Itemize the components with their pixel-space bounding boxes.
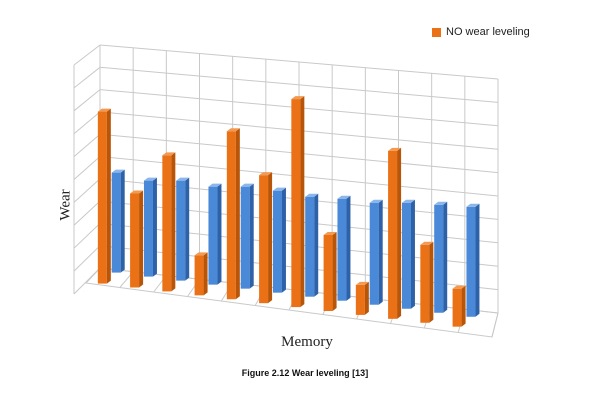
bar-front [241, 187, 250, 289]
sidewall-line [74, 179, 100, 203]
bar-orange [98, 109, 111, 284]
bar-front [337, 199, 346, 301]
bar-orange [420, 242, 433, 323]
bar-side [185, 178, 189, 281]
bar-front [388, 151, 397, 319]
bar-front [305, 197, 314, 297]
sidewall-line [74, 67, 100, 88]
floor-line [492, 313, 498, 337]
bar-orange [453, 286, 466, 327]
bar-side [365, 282, 369, 315]
bar-front [144, 181, 153, 277]
bar-orange [388, 148, 401, 319]
bar-front [466, 207, 475, 317]
bar-side [250, 184, 254, 289]
sidewall-line [74, 246, 100, 271]
bar-front [176, 181, 185, 281]
sidewall-line [74, 112, 100, 134]
bar-blue [434, 202, 447, 313]
bar-front [420, 245, 429, 323]
bar-blue [273, 188, 286, 293]
bar-orange [162, 152, 175, 291]
bar-side [204, 252, 208, 295]
bar-orange [130, 191, 143, 288]
bar-front [434, 205, 443, 313]
bar-side [475, 204, 479, 317]
x-axis-label: Memory [281, 334, 333, 351]
bar-front [162, 155, 171, 291]
bar-front [370, 203, 379, 305]
bar-orange [356, 282, 369, 315]
bar-front [98, 112, 107, 284]
sidewall-line [74, 157, 100, 180]
bar-side [139, 191, 143, 288]
sidewall-line [74, 201, 100, 225]
bar-side [411, 200, 415, 309]
bar-side [107, 109, 111, 284]
bar-front [195, 255, 204, 295]
bar-side [282, 188, 286, 293]
bar-side [314, 194, 318, 297]
sidewall-line [74, 134, 100, 156]
bar-front [291, 99, 300, 307]
bar-side [462, 286, 466, 327]
bar-blue [176, 178, 189, 281]
bar-side [300, 96, 304, 307]
bar-front [112, 173, 121, 273]
bar-blue [305, 194, 318, 297]
bar-front [453, 289, 462, 327]
bar-front [402, 203, 411, 309]
bar-side [379, 200, 383, 305]
bar-blue [208, 184, 221, 285]
bar-blue [370, 200, 383, 305]
y-axis-label: Wear [58, 189, 75, 220]
bar-orange [291, 96, 304, 307]
bar-side [236, 128, 240, 299]
bar-side [121, 170, 125, 273]
bar-side [171, 152, 175, 291]
bar-blue [241, 184, 254, 289]
bar-front [130, 194, 139, 288]
sidewall-line [74, 223, 100, 248]
bar-front [227, 131, 236, 299]
legend-label: NO wear leveling [446, 26, 530, 38]
chart-legend: NO wear leveling [432, 24, 530, 40]
bar-front [324, 235, 333, 311]
bar-orange [195, 252, 208, 295]
bar-orange [259, 172, 272, 303]
bar-side [268, 172, 272, 303]
bar-side [443, 202, 447, 313]
bar-side [217, 184, 221, 285]
bar-front [356, 285, 365, 315]
bar-side [333, 232, 337, 311]
bar-side [346, 196, 350, 301]
bar-front [208, 187, 217, 285]
bar-orange [324, 232, 337, 311]
bar-blue [337, 196, 350, 301]
bar-side [429, 242, 433, 323]
sidewall-line [74, 90, 100, 111]
legend-swatch-orange [432, 28, 441, 37]
bar-orange [227, 128, 240, 299]
bar-front [259, 175, 268, 303]
figure-caption: Figure 2.12 Wear leveling [13] [242, 368, 368, 378]
bar-blue [466, 204, 479, 317]
bar-front [273, 191, 282, 293]
bar-side [397, 148, 401, 319]
sidewall-line [74, 45, 100, 65]
bar-side [153, 178, 157, 277]
bar-blue [402, 200, 415, 309]
bar-blue [112, 170, 125, 273]
bar-blue [144, 178, 157, 277]
